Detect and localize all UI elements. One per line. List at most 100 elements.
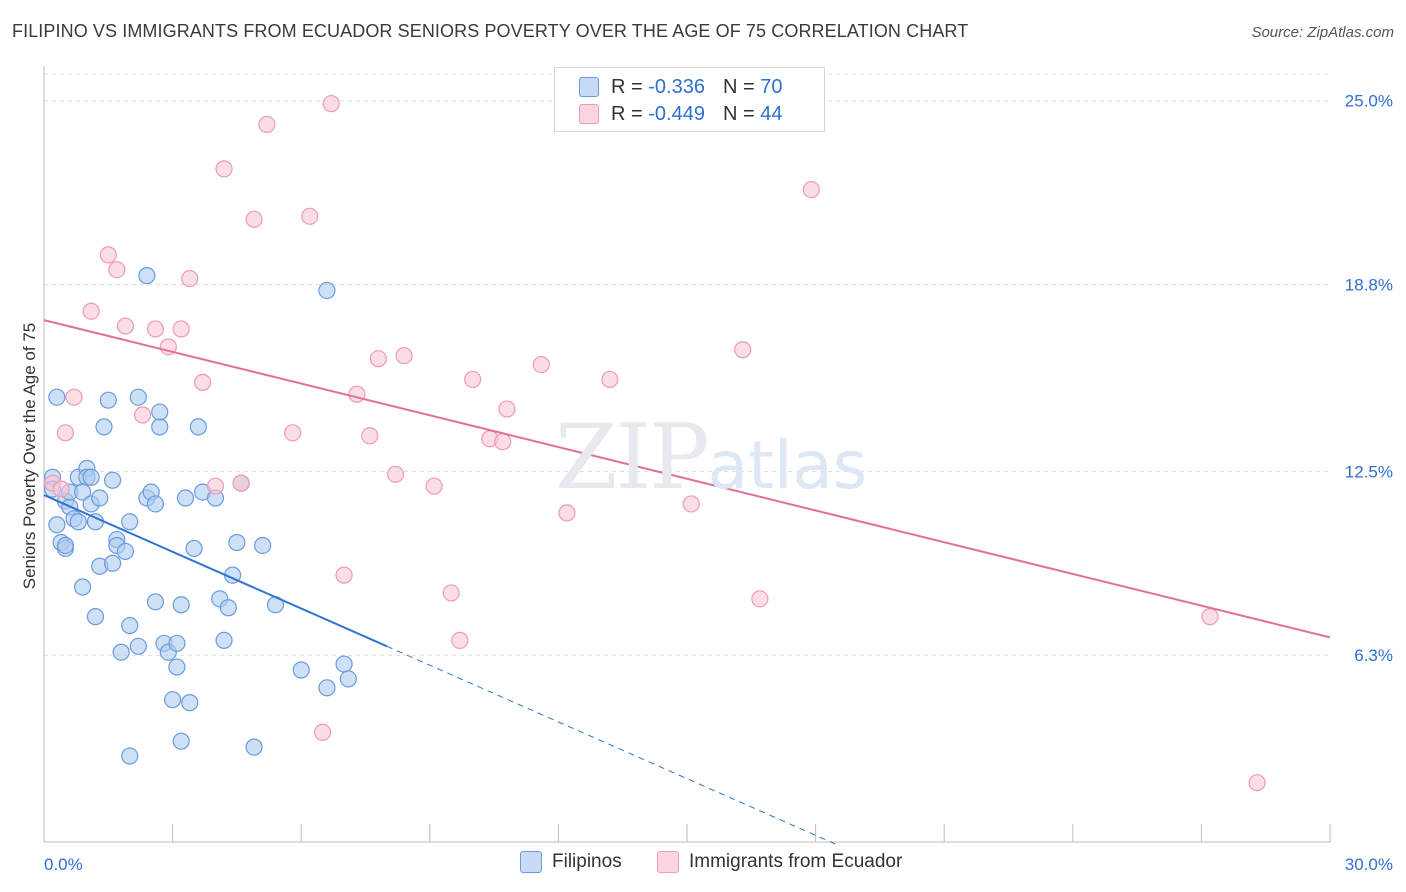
ecuador-point	[464, 370, 482, 389]
legend-swatch-pink	[657, 851, 679, 873]
ecuador-point	[245, 210, 263, 228]
legend-n-value: 70	[760, 75, 783, 98]
filipino-point	[339, 670, 357, 688]
legend-row-ecuador: R = -0.449 N = 44	[579, 101, 782, 127]
legend-item-ecuador[interactable]: Immigrants from Ecuador	[657, 851, 902, 873]
filipino-point	[99, 391, 117, 409]
x-tick-label: 30.0%	[1345, 855, 1393, 874]
filipino-point	[228, 533, 246, 552]
filipino-point	[103, 554, 122, 572]
ecuador-point	[146, 320, 165, 338]
ecuador-point	[558, 504, 576, 522]
filipino-point	[91, 489, 109, 507]
filipino-point	[172, 732, 190, 750]
ecuador-point	[395, 347, 413, 365]
filipino-point	[73, 578, 92, 596]
ecuador-point	[532, 355, 550, 374]
filipino-point	[146, 495, 165, 513]
filipino-point	[292, 661, 310, 679]
filipino-point	[146, 593, 165, 611]
ecuador-point	[194, 373, 212, 391]
filipino-point	[121, 513, 139, 531]
ecuador-point	[451, 631, 469, 649]
filipino-point	[103, 471, 122, 489]
y-tick-label: 25.0%	[1345, 92, 1393, 111]
filipino-trendline	[43, 494, 388, 648]
ecuador-point	[232, 474, 250, 492]
filipino-point	[245, 738, 263, 756]
legend-swatch-pink	[579, 104, 599, 124]
filipino-point	[168, 634, 186, 652]
filipino-point	[48, 516, 66, 534]
y-tick-label: 18.8%	[1345, 276, 1393, 295]
ecuador-point	[386, 465, 405, 483]
ecuador-point	[314, 723, 332, 741]
ecuador-point	[425, 477, 443, 495]
ecuador-point	[133, 406, 152, 424]
correlation-legend: R = -0.336 N = 70 R = -0.449 N = 44	[554, 67, 825, 132]
y-tick-label: 6.3%	[1354, 646, 1393, 665]
legend-r-label: R =	[611, 102, 643, 125]
series-legend: Filipinos Immigrants from Ecuador	[0, 851, 1406, 879]
ecuador-point	[82, 302, 100, 320]
source-label: Source: ZipAtlas.com	[1251, 24, 1394, 41]
legend-n-value: 44	[760, 102, 783, 125]
ecuador-point	[1201, 608, 1219, 626]
ecuador-point	[322, 95, 340, 113]
filipino-point	[168, 658, 186, 676]
legend-item-filipinos[interactable]: Filipinos	[520, 851, 622, 873]
filipino-point	[151, 403, 169, 421]
filipino-point	[138, 267, 156, 285]
ecuador-point	[301, 207, 319, 225]
ecuador-point	[369, 350, 387, 368]
filipino-point	[215, 631, 233, 649]
ecuador-point	[258, 115, 276, 134]
ecuador-point	[494, 433, 512, 451]
filipino-point	[56, 536, 75, 555]
filipino-point	[151, 418, 169, 436]
ecuador-point	[99, 246, 117, 264]
legend-n-label: N =	[722, 102, 755, 125]
ecuador-point	[751, 590, 769, 608]
ecuador-point	[284, 424, 302, 442]
filipino-point	[129, 637, 147, 655]
legend-r-label: R =	[611, 75, 643, 98]
filipino-point	[95, 418, 113, 436]
x-tick-label: 0.0%	[44, 855, 83, 874]
filipino-point	[86, 608, 105, 626]
ecuador-point	[442, 584, 460, 602]
ecuador-point	[498, 400, 516, 418]
ecuador-point	[206, 477, 225, 495]
ecuador-point	[116, 317, 135, 335]
filipino-point	[254, 536, 272, 555]
ecuador-point	[181, 270, 199, 288]
filipino-point	[185, 539, 203, 558]
filipino-point	[176, 489, 195, 507]
legend-label-ecuador: Immigrants from Ecuador	[689, 851, 903, 872]
filipino-point	[121, 747, 139, 765]
y-tick-label: 12.5%	[1345, 462, 1393, 481]
filipino-trendline-extension	[386, 645, 838, 846]
legend-row-filipinos: R = -0.336 N = 70	[579, 74, 782, 100]
legend-n-label: N =	[722, 75, 755, 98]
filipino-point	[318, 679, 336, 697]
ecuador-point	[56, 424, 75, 442]
ecuador-point	[65, 388, 83, 406]
legend-r-value: -0.449	[648, 102, 705, 125]
filipino-point	[219, 599, 237, 617]
ecuador-trendline	[43, 319, 1331, 639]
filipino-point	[181, 694, 199, 712]
filipino-point	[172, 596, 190, 614]
filipino-point	[318, 281, 336, 300]
legend-swatch-blue	[520, 851, 542, 873]
filipino-point	[121, 616, 139, 635]
ecuador-point	[348, 385, 366, 403]
filipino-point	[116, 542, 135, 561]
filipino-point	[129, 388, 147, 406]
chart-title: FILIPINO VS IMMIGRANTS FROM ECUADOR SENI…	[12, 21, 969, 41]
filipino-point	[112, 643, 130, 661]
ecuador-point	[1248, 774, 1266, 792]
y-axis-label: Seniors Poverty Over the Age of 75	[20, 323, 39, 589]
ecuador-point	[734, 341, 752, 359]
